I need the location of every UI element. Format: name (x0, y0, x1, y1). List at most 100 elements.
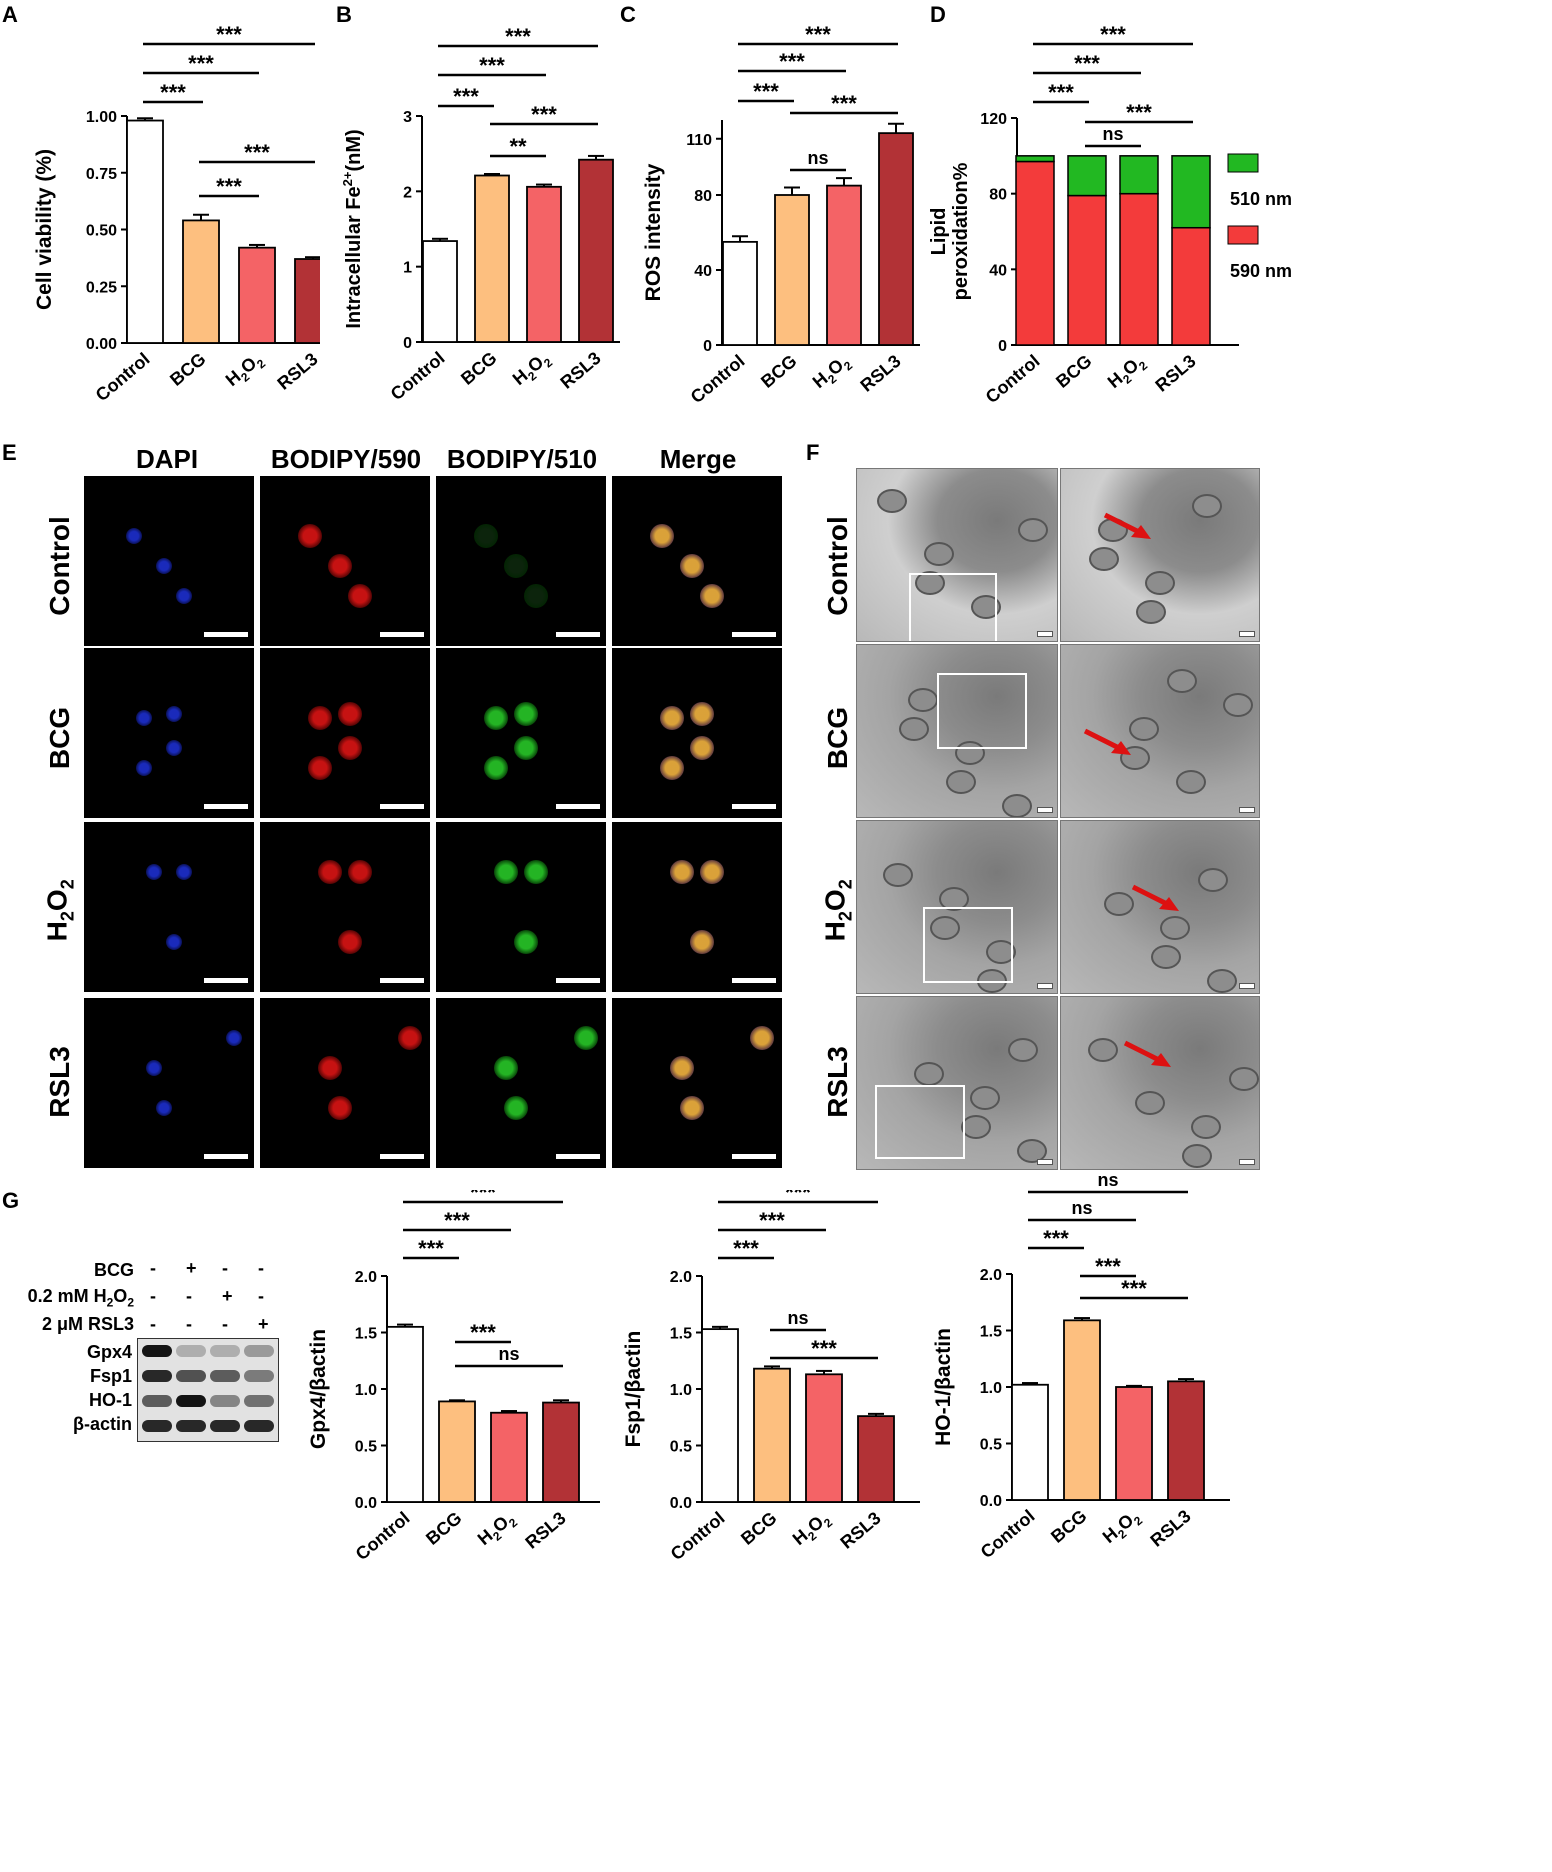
scale-bar (204, 1154, 248, 1159)
panel-label-d: D (930, 2, 946, 27)
y-tick-label: 1.5 (980, 1324, 1002, 1341)
mitochondrion (1198, 868, 1228, 892)
tem-image-zoom (1060, 996, 1260, 1170)
y-tick-label: 80 (989, 187, 1007, 204)
significance-label: *** (470, 1190, 496, 1205)
mitochondrion (899, 717, 929, 741)
chart-cell-viability: 0.00 0.25 0.50 0.75 1.00 Cell viability (%) Co… (33, 22, 320, 405)
wb-band-label-fsp1: Fsp1 (89, 1366, 132, 1386)
significance-label: *** (531, 102, 557, 127)
fluorescence-image (260, 648, 430, 818)
cell-blob (494, 1056, 518, 1080)
x-tick-label: BCG (457, 348, 500, 389)
x-tick-label: BCG (1047, 1506, 1090, 1547)
wb-band-label-gpx4: Gpx4 (86, 1342, 132, 1362)
wb-mark: - (258, 1258, 264, 1278)
significance-label: *** (216, 174, 242, 199)
scale-bar (380, 978, 424, 983)
mitochondrion (946, 770, 976, 794)
cell-blob (700, 860, 724, 884)
cell-blob (156, 558, 172, 574)
mitochondrion (1145, 571, 1175, 595)
x-tick-label: Control (352, 1508, 414, 1564)
cell-blob (176, 864, 192, 880)
cell-blob (398, 1026, 422, 1050)
mitochondrion (1135, 1091, 1165, 1115)
significance-label: ns (787, 1308, 808, 1328)
significance-label: ns (1097, 1170, 1118, 1190)
legend-swatch-590 (1227, 225, 1259, 245)
x-tick-label: Control (667, 1508, 729, 1564)
x-tick-label: RSL3 (856, 351, 904, 396)
fluorescence-image (260, 476, 430, 646)
cell-blob (166, 706, 182, 722)
mitochondrion (915, 571, 945, 595)
scale-bar (1239, 807, 1255, 813)
tem-image-overview (856, 820, 1058, 994)
wb-band (176, 1420, 206, 1432)
y-tick-label: 1.00 (86, 109, 117, 126)
cell-blob (660, 706, 684, 730)
y-tick-label: 0.5 (670, 1439, 692, 1456)
cell-blob (504, 554, 528, 578)
row-label-e-bcg: BCG (44, 706, 75, 770)
fluorescence-image (612, 822, 782, 992)
cell-blob (308, 706, 332, 730)
cell-blob (298, 524, 322, 548)
cell-blob (670, 1056, 694, 1080)
wb-row-label-bcg: BCG (94, 1260, 134, 1280)
wb-band (142, 1420, 172, 1432)
bar-590nm (1171, 226, 1211, 346)
significance-label: *** (244, 140, 270, 165)
bar-h2o2 (826, 184, 862, 346)
wb-band (244, 1370, 274, 1382)
x-tick-label: H2O2 (789, 1508, 836, 1553)
bar-bcg (474, 174, 510, 343)
significance-label: *** (811, 1336, 837, 1361)
x-tick-label: BCG (166, 349, 209, 390)
y-axis-label: Lipid (928, 208, 950, 256)
cell-blob (308, 756, 332, 780)
cell-blob (690, 930, 714, 954)
fluorescence-image (612, 998, 782, 1168)
y-tick-label: 110 (686, 132, 712, 149)
wb-band-label-ho1: HO-1 (88, 1390, 132, 1410)
y-tick-label: 2.0 (980, 1267, 1002, 1284)
mitochondrion (1176, 770, 1206, 794)
bar-bcg (438, 1400, 476, 1503)
bar-rsl3 (1167, 1380, 1205, 1501)
scale-bar (204, 804, 248, 809)
chart-gpx4: 0.0 0.5 1.0 1.5 2.0 Gpx4/βactin Control BCG H2O2… (307, 1190, 600, 1564)
scale-bar (1037, 983, 1053, 989)
significance-label: *** (479, 53, 505, 78)
mitochondrion (1088, 1038, 1118, 1062)
tem-image-overview (856, 468, 1058, 642)
x-tick-label: H2O2 (809, 351, 856, 396)
chart-intracellular-fe: 0 1 2 3 Intracellular Fe2+(nM) Control BCG H2O2… (340, 24, 620, 404)
cell-blob (514, 736, 538, 760)
scale-bar (204, 978, 248, 983)
x-tick-label: Control (982, 351, 1044, 407)
mitochondrion (1008, 1038, 1038, 1062)
wb-band (210, 1395, 240, 1407)
y-tick-label: 40 (694, 263, 712, 280)
wb-row-label-rsl3: 2 μM RSL3 (41, 1314, 134, 1334)
wb-band (142, 1345, 172, 1357)
wb-mark: - (150, 1286, 156, 1306)
bar-510nm (1067, 155, 1107, 197)
wb-mark: + (186, 1258, 197, 1278)
mitochondrion (1191, 1115, 1221, 1139)
mitochondrion (986, 940, 1016, 964)
cell-blob (524, 584, 548, 608)
y-tick-label: 0 (703, 338, 712, 355)
x-tick-label: H2O2 (222, 349, 269, 394)
bar-h2o2 (238, 246, 276, 344)
x-tick-label: H2O2 (1099, 1506, 1146, 1551)
wb-mark: + (222, 1286, 233, 1306)
cell-blob (504, 1096, 528, 1120)
x-tick-label: H2O2 (1104, 351, 1151, 396)
cell-blob (750, 1026, 774, 1050)
bar-control (386, 1325, 424, 1503)
cell-blob (338, 736, 362, 760)
y-tick-label: 2 (403, 184, 412, 201)
